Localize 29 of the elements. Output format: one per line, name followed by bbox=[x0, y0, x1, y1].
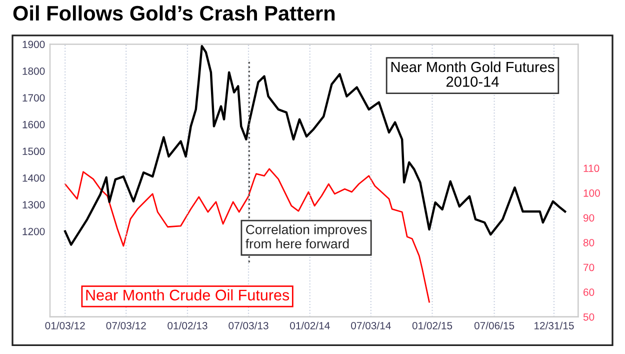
x-tick-label: 01/02/14 bbox=[290, 322, 330, 330]
x-tick-label: 01/02/15 bbox=[412, 322, 452, 330]
y-tick-label: 1700 bbox=[22, 94, 45, 102]
y-tick-label: 1200 bbox=[22, 228, 45, 236]
y2-tick-label: 80 bbox=[583, 238, 594, 246]
text: Near Month Crude Oil Futures bbox=[86, 289, 290, 300]
y-tick-label: 1900 bbox=[22, 40, 45, 48]
x-tick-label: 07/06/15 bbox=[474, 322, 514, 330]
y-tick-label: 1300 bbox=[22, 201, 45, 208]
y-tick-label: 1500 bbox=[22, 148, 45, 156]
y-tick-label: 1800 bbox=[22, 67, 45, 75]
y2-tick-label: 100 bbox=[584, 189, 600, 197]
y2-tick-label: 50 bbox=[583, 313, 594, 321]
x-tick-label: 01/03/12 bbox=[45, 322, 85, 330]
x-tick-label: 07/03/12 bbox=[106, 322, 146, 330]
line-series bbox=[64, 168, 430, 303]
y-tick-label: 1600 bbox=[22, 120, 45, 128]
y2-tick-label: 110 bbox=[584, 164, 600, 172]
chart-title: Oil Follows Gold’s Crash Pattern bbox=[13, 5, 335, 21]
x-tick-label: 07/03/13 bbox=[228, 322, 268, 330]
x-tick-label: 01/02/13 bbox=[168, 322, 208, 330]
x-tick-label: 12/31/15 bbox=[534, 322, 574, 330]
y-tick-label: 1400 bbox=[22, 174, 45, 182]
annotation: Correlation improves from here forward bbox=[246, 224, 367, 248]
y2-tick-label: 90 bbox=[583, 214, 594, 222]
y2-tick-label: 70 bbox=[584, 264, 594, 272]
series-label: Near Month Gold Futures 2010-14 bbox=[391, 61, 554, 87]
x-tick-label: 07/03/14 bbox=[351, 322, 391, 330]
y2-tick-label: 60 bbox=[584, 288, 594, 296]
